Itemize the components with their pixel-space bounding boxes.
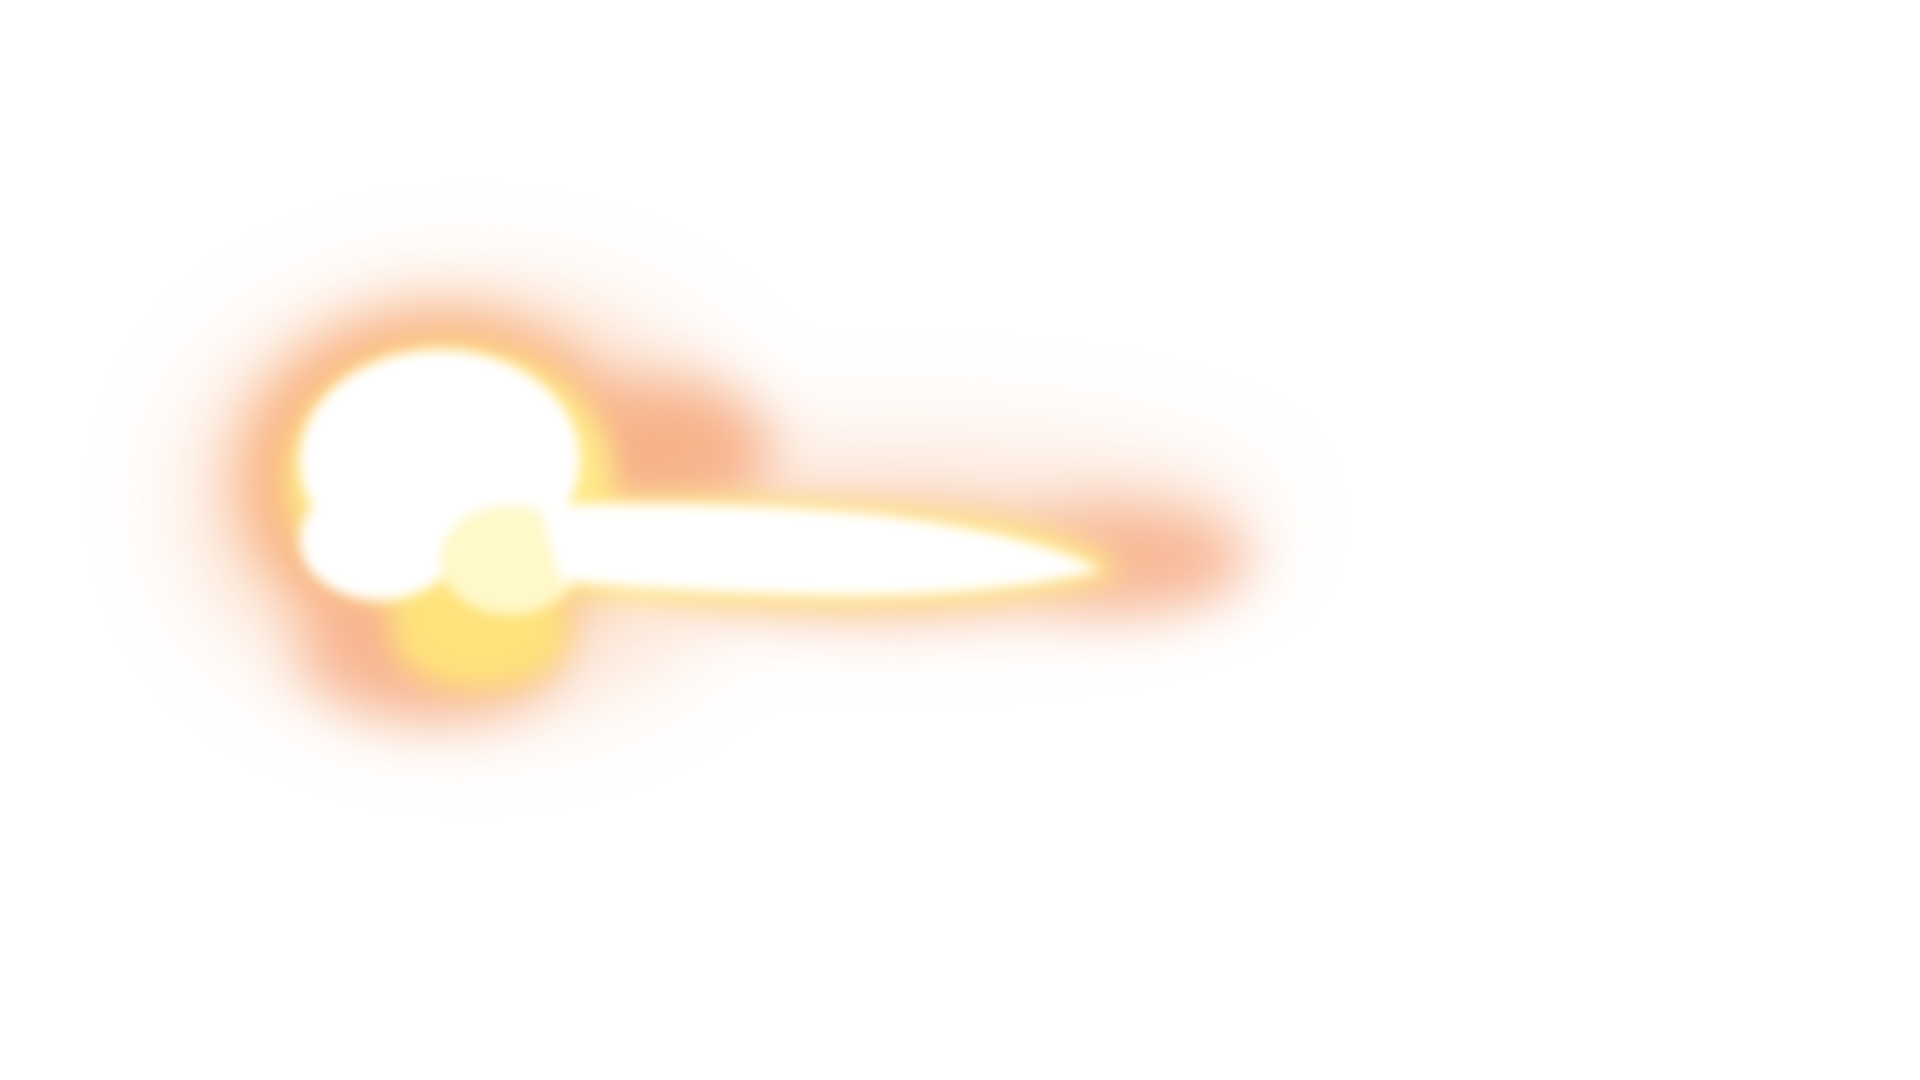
white-core bbox=[300, 350, 1100, 615]
